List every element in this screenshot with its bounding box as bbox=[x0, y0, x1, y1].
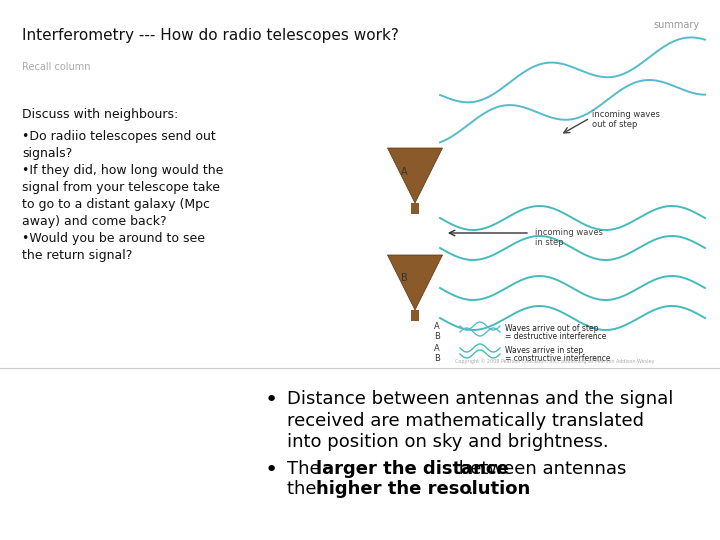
Text: B: B bbox=[434, 332, 440, 341]
Text: A: A bbox=[401, 167, 408, 177]
Text: between antennas: between antennas bbox=[453, 460, 626, 478]
Text: Waves arrive out of step: Waves arrive out of step bbox=[505, 324, 598, 333]
Text: the: the bbox=[287, 480, 323, 498]
Text: Waves arrive in step: Waves arrive in step bbox=[505, 346, 583, 355]
Text: larger the distance: larger the distance bbox=[316, 460, 508, 478]
Bar bbox=[410, 203, 419, 214]
Text: Copyright © 2008 Pearson Education, Inc., publishing as Pearson Addison-Wesley: Copyright © 2008 Pearson Education, Inc.… bbox=[455, 358, 654, 363]
Text: = destructive interference: = destructive interference bbox=[505, 332, 606, 341]
Text: B: B bbox=[434, 354, 440, 363]
Text: The: The bbox=[287, 460, 326, 478]
Text: •: • bbox=[265, 390, 278, 410]
Text: incoming waves
out of step: incoming waves out of step bbox=[592, 110, 660, 130]
Text: Discuss with neighbours:: Discuss with neighbours: bbox=[22, 108, 179, 121]
Text: B: B bbox=[401, 273, 408, 283]
Text: summary: summary bbox=[654, 20, 700, 30]
Polygon shape bbox=[387, 255, 443, 310]
Text: •: • bbox=[265, 460, 278, 480]
Text: Distance between antennas and the signal
received are mathematically translated
: Distance between antennas and the signal… bbox=[287, 390, 673, 451]
Bar bbox=[410, 310, 419, 321]
Text: Interferometry --- How do radio telescopes work?: Interferometry --- How do radio telescop… bbox=[22, 28, 399, 43]
Text: = constructive interference: = constructive interference bbox=[505, 354, 611, 363]
Text: .: . bbox=[467, 480, 473, 498]
Text: higher the resolution: higher the resolution bbox=[316, 480, 530, 498]
Text: incoming waves
in step: incoming waves in step bbox=[535, 228, 603, 247]
Polygon shape bbox=[387, 148, 443, 203]
Text: Recall column: Recall column bbox=[22, 62, 91, 72]
Text: A: A bbox=[434, 322, 440, 331]
Text: A: A bbox=[434, 344, 440, 353]
Text: •Do radiio telescopes send out
signals?
•If they did, how long would the
signal : •Do radiio telescopes send out signals? … bbox=[22, 130, 223, 262]
